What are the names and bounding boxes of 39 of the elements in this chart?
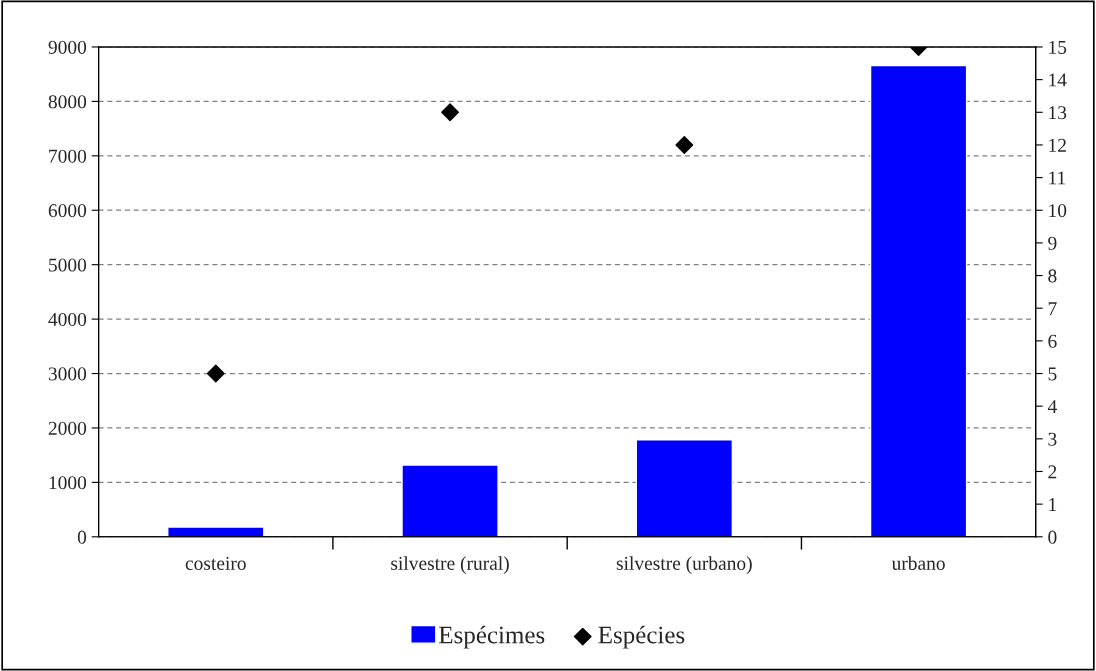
y2-tick-label: 9 (1048, 236, 1057, 250)
y-tick-label: 4000 (48, 312, 87, 327)
y-tick-label: 6000 (48, 204, 87, 218)
y2-tick-label: 4 (1047, 400, 1057, 413)
y2-tick-label: 10 (1049, 204, 1067, 218)
y2-tick-label: 15 (1049, 40, 1067, 54)
y2-tick-label: 14 (1049, 73, 1067, 87)
y2-tick-label: 6 (1048, 334, 1057, 348)
y-tick-label: 8000 (48, 95, 87, 109)
y2-tick-label: 3 (1048, 432, 1057, 446)
bar (401, 464, 499, 537)
y2-tick-label: 5 (1048, 367, 1057, 381)
legend-label: Espécies (598, 625, 685, 649)
x-tick-label: urbano (891, 556, 945, 570)
point (675, 136, 694, 154)
y2-tick-label: 7 (1048, 302, 1057, 315)
point (441, 103, 459, 122)
y2-tick-label: 13 (1049, 106, 1067, 120)
y-tick-label: 3000 (48, 367, 87, 381)
bar (167, 526, 265, 537)
bar (635, 439, 734, 537)
x-tick-label: silvestre (urbano) (616, 556, 752, 574)
y2-tick-label: 1 (1049, 498, 1057, 511)
legend-label: Espécimes (439, 625, 545, 649)
y-tick-label: 7000 (49, 149, 87, 163)
y2-tick-label: 2 (1048, 465, 1057, 479)
y-tick-label: 0 (77, 530, 87, 544)
y2-tick-label: 8 (1048, 269, 1057, 283)
bar (869, 64, 968, 537)
y2-tick-label: 12 (1049, 138, 1066, 152)
y2-tick-label: 0 (1048, 530, 1057, 544)
x-tick-label: silvestre (rural) (391, 556, 509, 574)
y-tick-label: 1000 (49, 476, 87, 490)
y-tick-label: 5000 (49, 258, 87, 272)
point (206, 364, 225, 383)
y-tick-label: 9000 (48, 40, 87, 54)
y-tick-label: 2000 (48, 421, 87, 435)
x-tick-label: costeiro (185, 556, 246, 570)
y2-tick-label: 11 (1049, 171, 1066, 185)
